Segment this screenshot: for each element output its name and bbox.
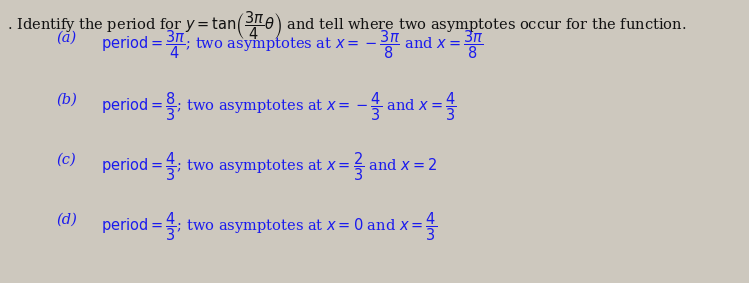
Text: (d): (d) <box>56 213 77 227</box>
Text: (b): (b) <box>56 93 77 106</box>
Text: . Identify the period for $y = \tan\!\left(\dfrac{3\pi}{4}\theta\right)$ and tel: . Identify the period for $y = \tan\!\le… <box>7 10 686 42</box>
Text: $\mathrm{period} = \dfrac{4}{3}$; two asymptotes at $x = \dfrac{2}{3}$ and $x = : $\mathrm{period} = \dfrac{4}{3}$; two as… <box>101 151 437 183</box>
Text: (a): (a) <box>56 31 76 45</box>
Text: $\mathrm{period} = \dfrac{3\pi}{4}$; two asymptotes at $x = -\dfrac{3\pi}{8}$ an: $\mathrm{period} = \dfrac{3\pi}{4}$; two… <box>101 29 483 61</box>
Text: (c): (c) <box>56 153 76 167</box>
Text: $\mathrm{period} = \dfrac{4}{3}$; two asymptotes at $x = 0$ and $x = \dfrac{4}{3: $\mathrm{period} = \dfrac{4}{3}$; two as… <box>101 211 437 243</box>
Text: $\mathrm{period} = \dfrac{8}{3}$; two asymptotes at $x = -\dfrac{4}{3}$ and $x =: $\mathrm{period} = \dfrac{8}{3}$; two as… <box>101 90 457 123</box>
